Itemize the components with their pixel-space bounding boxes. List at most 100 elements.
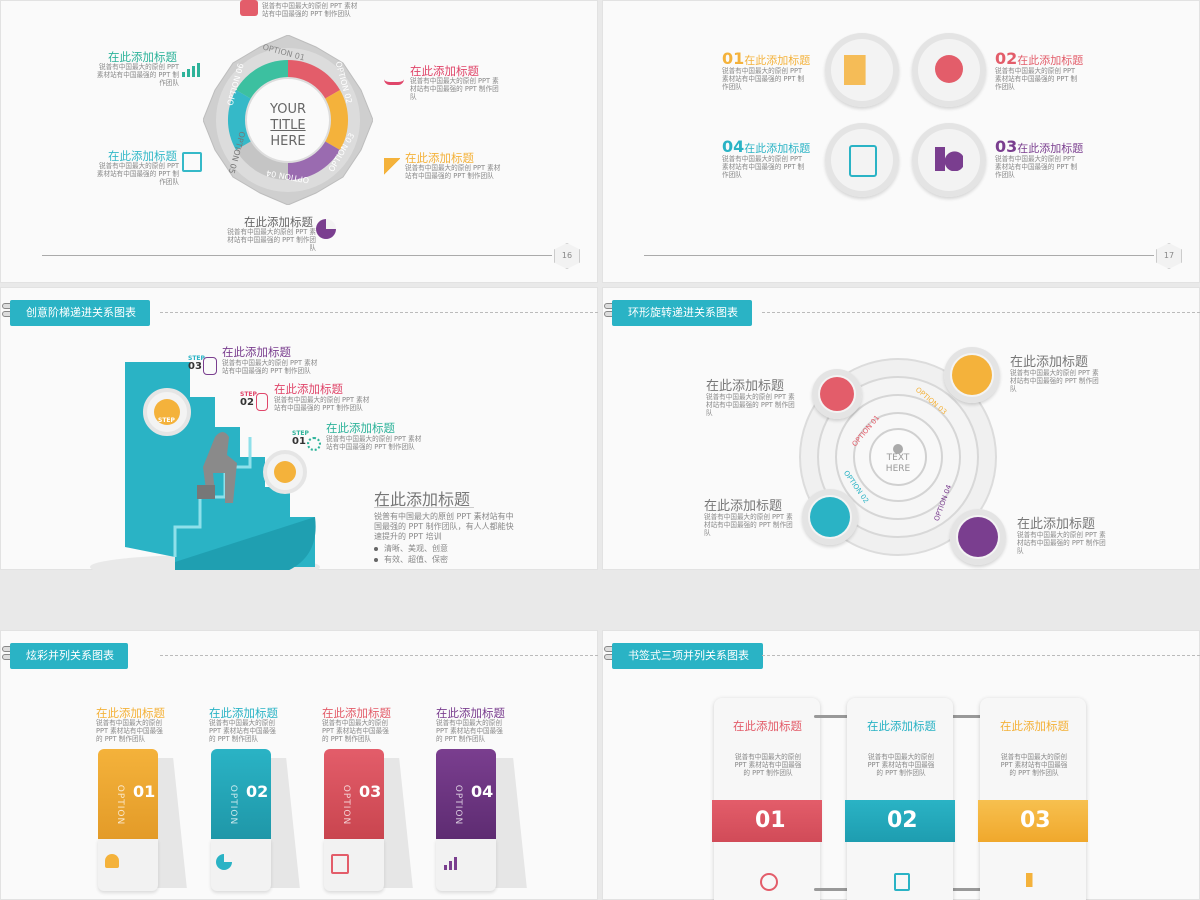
bookmark-title: 在此添加标题	[733, 719, 802, 733]
option-vertical: OPTION	[115, 784, 126, 826]
circle-04	[825, 123, 899, 197]
bookmark-body: 锐普有中国最大的原创 PPT 素材站有中国最强的 PPT 制作团队	[734, 753, 802, 777]
step-body: 锐普有中国最大的原创 PPT 素材站有中国最强的 PPT 制作团队	[222, 359, 318, 375]
page-number: 17	[1156, 243, 1182, 269]
item-title: 03在此添加标题	[995, 137, 1084, 156]
bookmark-number: 01	[755, 808, 786, 833]
item-body: 锐普有中国最大的原创 PPT 素材站有中国最强的 PPT 制作团队	[995, 67, 1078, 91]
item-title: 在此添加标题	[1017, 517, 1096, 532]
slide-17: 01在此添加标题 锐普有中国最大的原创 PPT 素材站有中国最强的 PPT 制作…	[602, 0, 1200, 283]
person-icon	[240, 0, 258, 16]
item-title: 在此添加标题	[405, 151, 474, 165]
tab-line	[762, 312, 1200, 313]
step-title: 在此添加标题	[222, 345, 291, 359]
person-icon	[105, 854, 119, 868]
document-icon	[894, 873, 910, 891]
gear-icon	[307, 437, 321, 451]
item-body: 锐普有中国最大的原创 PPT 素材站有中国最强的 PPT 制作团队	[722, 67, 805, 91]
item-title: 在此添加标题	[108, 149, 177, 163]
page-number: 16	[554, 243, 580, 269]
step-title: 在此添加标题	[274, 382, 343, 396]
item-body: 锐普有中国最大的原创 PPT 素材站有中国最强的 PPT 制作团队	[227, 228, 316, 252]
card-body: 锐普有中国最大的原创 PPT 素材站有中国最强的 PPT 制作团队	[322, 719, 389, 743]
card-number: 02	[246, 782, 269, 801]
bar-chart-icon	[182, 63, 202, 77]
bookmark-body: 锐普有中国最大的原创 PPT 素材站有中国最强的 PPT 制作团队	[867, 753, 935, 777]
slide-18: 创意阶梯递进关系图表 STEP STEP 03 在此添加标题 锐普有中国最大的原…	[0, 287, 598, 570]
slide-tab-title: 炫彩并列关系图表	[10, 643, 128, 669]
step-01-badge: STEP 01	[292, 430, 309, 447]
slide-tab-title: 环形旋转递进关系图表	[612, 300, 752, 326]
main-title: 在此添加标题	[374, 490, 471, 509]
item-title: 01在此添加标题	[722, 49, 811, 68]
item-body: 锐普有中国最大的原创 PPT 素材站有中国最强的 PPT 制作团队	[405, 164, 501, 180]
card-body: 锐普有中国最大的原创 PPT 素材站有中国最强的 PPT 制作团队	[436, 719, 503, 743]
card-title: 在此添加标题	[436, 706, 505, 720]
reader-icon	[331, 854, 349, 874]
item-title: 04在此添加标题	[722, 137, 811, 156]
step-gear-label: STEP	[158, 417, 175, 424]
coins-icon	[935, 55, 963, 83]
card-title: 在此添加标题	[322, 706, 391, 720]
bookmark-number: 02	[887, 808, 918, 833]
globe-person-icon	[935, 147, 963, 171]
card-title: 在此添加标题	[209, 706, 278, 720]
bookmark-band	[978, 800, 1088, 842]
climber-icon	[384, 158, 400, 176]
item-body: 锐普有中国最大的原创 PPT 素材站有中国最强的 PPT 制作团队	[722, 155, 805, 179]
slide-tab-title: 创意阶梯递进关系图表	[10, 300, 150, 326]
tab-line	[160, 655, 598, 656]
globe-person-icon	[958, 517, 998, 557]
bar-chart-icon	[444, 856, 460, 870]
card-color-block	[436, 749, 496, 839]
bookmark-card	[847, 698, 953, 900]
footer-line	[644, 255, 1154, 256]
item-body: 锐普有中国最大的原创 PPT 素材站有中国最强的 PPT 制作团队	[96, 162, 179, 186]
card-color-block	[98, 749, 158, 839]
bookmark-title: 在此添加标题	[1000, 719, 1069, 733]
document-icon	[810, 497, 850, 537]
item-title: 在此添加标题	[244, 215, 313, 229]
card-body: 锐普有中国最大的原创 PPT 素材站有中国最强的 PPT 制作团队	[209, 719, 276, 743]
item-body: 锐普有中国最大的原创 PPT 素材站有中国最强的 PPT 制作团队	[704, 513, 793, 537]
presenter-icon	[820, 377, 854, 411]
presenter-icon	[1026, 873, 1042, 887]
bookmark-title: 在此添加标题	[867, 719, 936, 733]
card-body: 锐普有中国最大的原创 PPT 素材站有中国最强的 PPT 制作团队	[96, 719, 163, 743]
coins-icon	[952, 355, 992, 395]
item-body: 锐普有中国最大的原创 PPT 素材站有中国最强的 PPT 制作团队	[1017, 531, 1106, 555]
item-body: 锐普有中国最大的原创 PPT 素材站有中国最强的 PPT 制作团队	[995, 155, 1078, 179]
bookmark-band	[712, 800, 822, 842]
bookmark-card	[714, 698, 820, 900]
bullet-item: 清晰、美观、创意	[374, 543, 448, 554]
item-title: 02在此添加标题	[995, 49, 1084, 68]
item-body: 锐普有中国最大的原创 PPT 素材站有中国最强的 PPT 制作团队	[262, 2, 358, 18]
binder-clip	[947, 888, 987, 891]
hand-icon	[256, 393, 268, 411]
bookmark-number: 03	[1020, 808, 1051, 833]
item-body: 锐普有中国最大的原创 PPT 素材站有中国最强的 PPT 制作团队	[96, 63, 179, 87]
card-color-block	[324, 749, 384, 839]
slide-20: 炫彩并列关系图表 在此添加标题 锐普有中国最大的原创 PPT 素材站有中国最强的…	[0, 630, 598, 900]
option-vertical: OPTION	[453, 784, 464, 826]
main-body: 锐普有中国最大的原创 PPT 素材站有中国最强的 PPT 制作团队，有人人都能快…	[374, 512, 514, 541]
step-02-badge: STEP 02	[240, 391, 257, 408]
card-number: 01	[133, 782, 156, 801]
item-title: 在此添加标题	[1010, 355, 1089, 370]
presenter-icon	[844, 55, 866, 85]
binder-clip	[947, 715, 987, 718]
step-body: 锐普有中国最大的原创 PPT 素材站有中国最强的 PPT 制作团队	[326, 435, 422, 451]
item-body: 锐普有中国最大的原创 PPT 素材站有中国最强的 PPT 制作团队	[706, 393, 795, 417]
bookmark-body: 锐普有中国最大的原创 PPT 素材站有中国最强的 PPT 制作团队	[1000, 753, 1068, 777]
step-title: 在此添加标题	[326, 421, 395, 435]
card-base	[324, 839, 384, 891]
ring-center-text: TEXT HERE	[885, 453, 911, 474]
item-title: 在此添加标题	[704, 499, 783, 514]
main-title-underline	[374, 507, 474, 508]
option-vertical: OPTION	[341, 784, 352, 826]
staircase-graphic	[90, 362, 320, 570]
reader-icon	[182, 152, 202, 172]
card-number: 03	[359, 782, 382, 801]
wheel-center-title: YOUR TITLE HERE	[269, 102, 306, 149]
slide-tab-title: 书签式三项并列关系图表	[612, 643, 763, 669]
